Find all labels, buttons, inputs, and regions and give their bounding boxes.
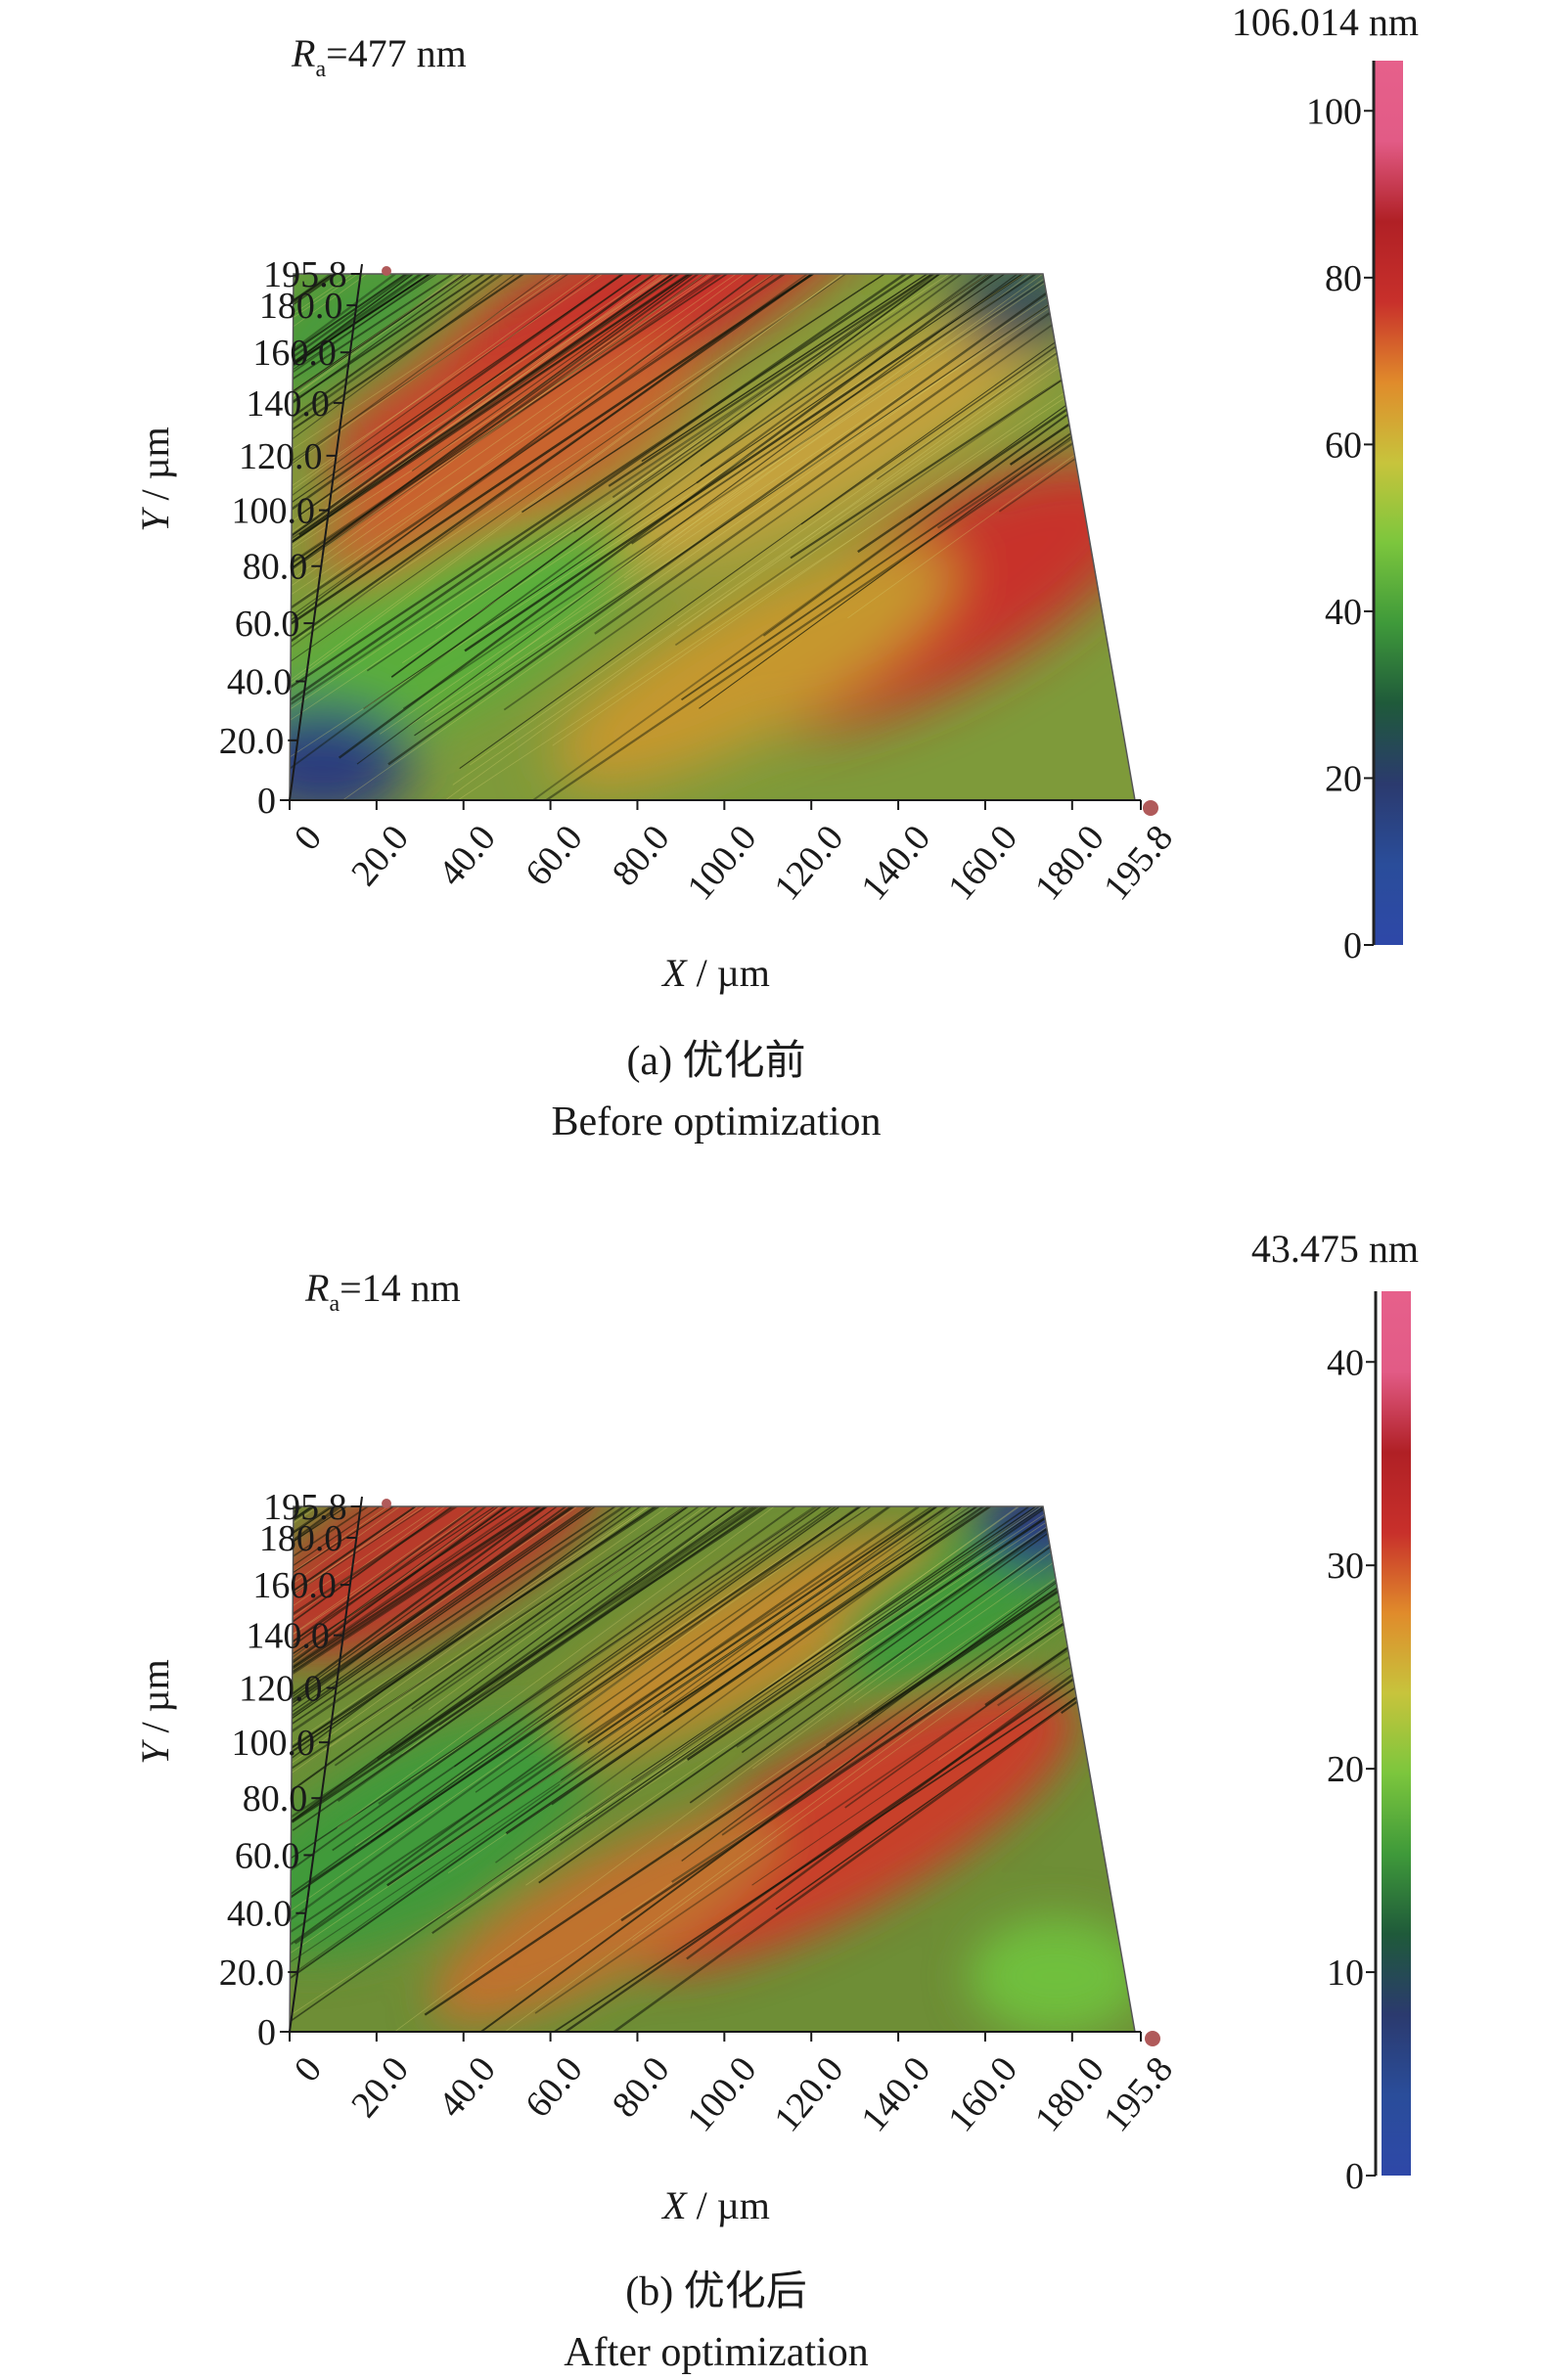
x-tick-label: 0 — [287, 818, 330, 859]
colorbar-tick-label: 100 — [1306, 91, 1362, 132]
colorbar-tick-label: 0 — [1343, 925, 1362, 966]
x-tick-label: 140.0 — [853, 818, 938, 908]
colorbar-tick-label: 20 — [1327, 1749, 1364, 1790]
colorbar-max-label-a: 106.014 nm — [1232, 0, 1419, 44]
y-tick-label: 40.0 — [227, 662, 293, 703]
x-tick-label: 120.0 — [766, 2049, 851, 2139]
corner-marker-b-top — [382, 1499, 391, 1508]
x-tick-label: 60.0 — [518, 818, 591, 894]
x-tick-label: 160.0 — [940, 2049, 1025, 2139]
ra-label-a: Ra=477 nm — [291, 31, 467, 82]
y-tick-label: 120.0 — [239, 1669, 323, 1710]
x-axis-label-a: X / µm — [660, 951, 770, 995]
y-tick-label: 120.0 — [239, 436, 323, 477]
x-tick-label: 180.0 — [1027, 2049, 1112, 2139]
colorbar-tick-label: 0 — [1345, 2156, 1364, 2197]
colorbar-tick-label: 40 — [1327, 1342, 1364, 1383]
x-axis-label-b: X / µm — [660, 2183, 770, 2227]
y-tick-label: 20.0 — [219, 721, 285, 762]
caption-en-a: Before optimization — [551, 1100, 881, 1145]
x-tick-label: 180.0 — [1027, 818, 1112, 908]
x-tick-label: 20.0 — [343, 2049, 417, 2126]
ra-label-b: Ra=14 nm — [304, 1266, 461, 1317]
colorbar-max-label-b: 43.475 nm — [1251, 1227, 1419, 1271]
y-axis-label-a: Y / µm — [133, 427, 177, 532]
y-axis-line-b — [289, 1496, 363, 2033]
x-tick-label: 195.8 — [1096, 2049, 1181, 2139]
y-tick-label: 60.0 — [235, 604, 300, 645]
colorbar-tick-label: 20 — [1325, 758, 1362, 799]
y-tick-label: 195.8 — [263, 254, 347, 295]
surface-plot-a — [290, 274, 1135, 800]
y-tick-label: 140.0 — [246, 383, 330, 425]
colorbar-tick-label: 80 — [1325, 258, 1362, 299]
colorbar-tick-label: 30 — [1327, 1546, 1364, 1587]
y-tick-label: 195.8 — [263, 1487, 347, 1528]
y-tick-label: 160.0 — [252, 1565, 337, 1606]
x-tick-label: 20.0 — [343, 818, 417, 894]
y-axis-label-b: Y / µm — [133, 1659, 177, 1765]
scratch-texture-a — [290, 274, 1135, 800]
y-axis-line-a — [289, 263, 363, 801]
colorbar-tick-label: 60 — [1325, 425, 1362, 466]
y-tick-label: 0 — [257, 781, 276, 822]
y-tick-label: 60.0 — [235, 1835, 300, 1876]
x-tick-label: 40.0 — [431, 2049, 504, 2126]
y-tick-label: 100.0 — [232, 491, 316, 532]
caption-en-b: After optimization — [564, 2330, 868, 2375]
x-tick-label: 195.8 — [1096, 818, 1181, 908]
panel-b: Ra=14 nm 020.040.060.080.0100.0120.0140.… — [133, 1227, 1419, 2375]
y-tick-label: 80.0 — [243, 547, 308, 588]
corner-marker-a-top — [382, 266, 391, 276]
y-tick-label: 80.0 — [243, 1778, 308, 1819]
y-tick-label: 180.0 — [259, 286, 343, 327]
x-tick-label: 100.0 — [679, 818, 764, 908]
x-tick-label: 80.0 — [605, 2049, 678, 2126]
corner-marker-b-right — [1145, 2031, 1160, 2046]
scratch-texture-b — [290, 1506, 1135, 2032]
colorbar-b — [1382, 1291, 1411, 2176]
x-tick-label: 60.0 — [518, 2049, 591, 2126]
x-tick-label: 40.0 — [431, 818, 504, 894]
x-tick-label: 160.0 — [940, 818, 1025, 908]
y-tick-label: 0 — [257, 2012, 276, 2053]
x-tick-label: 120.0 — [766, 818, 851, 908]
colorbar-tick-label: 40 — [1325, 592, 1362, 633]
x-tick-label: 0 — [287, 2049, 330, 2090]
caption-cn-a: (a) 优化前 — [626, 1039, 805, 1084]
corner-marker-a-right — [1143, 800, 1158, 816]
x-tick-label: 100.0 — [679, 2049, 764, 2139]
y-tick-label: 40.0 — [227, 1894, 293, 1935]
colorbar-a — [1374, 61, 1403, 945]
y-tick-label: 140.0 — [246, 1616, 330, 1657]
y-tick-label: 180.0 — [259, 1518, 343, 1559]
x-tick-label: 140.0 — [853, 2049, 938, 2139]
colorbar-tick-label: 10 — [1327, 1953, 1364, 1994]
y-tick-label: 160.0 — [252, 333, 337, 374]
surface-plot-b — [290, 1506, 1135, 2032]
y-tick-label: 100.0 — [232, 1723, 316, 1764]
x-tick-label: 80.0 — [605, 818, 678, 894]
y-tick-label: 20.0 — [219, 1953, 285, 1994]
caption-cn-b: (b) 优化后 — [625, 2269, 806, 2314]
